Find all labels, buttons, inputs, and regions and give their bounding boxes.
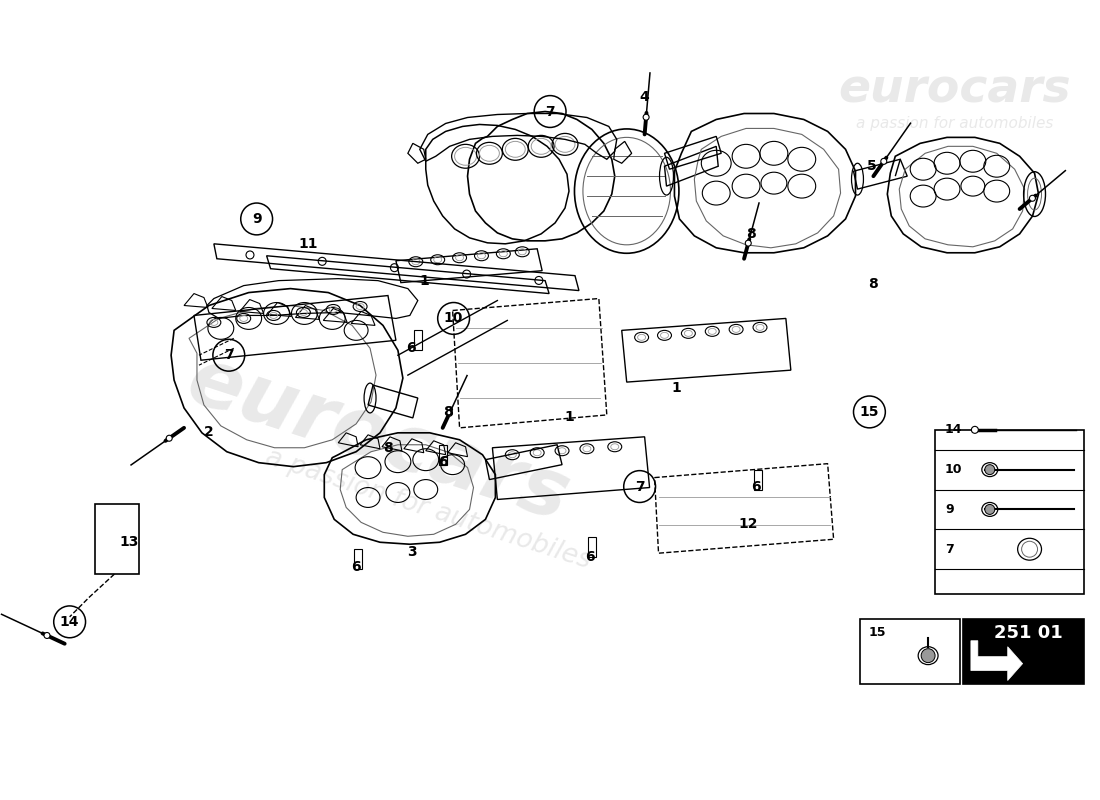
Polygon shape [971, 641, 1023, 681]
Text: 15: 15 [860, 405, 879, 419]
Text: a passion for automobiles: a passion for automobiles [856, 116, 1054, 131]
Text: 1: 1 [672, 381, 681, 395]
Text: a passion for automobiles: a passion for automobiles [262, 444, 594, 574]
Text: 1: 1 [564, 410, 574, 424]
Text: eurocars: eurocars [177, 342, 579, 538]
Text: 7: 7 [546, 105, 554, 118]
Circle shape [1030, 195, 1035, 202]
Text: 5: 5 [867, 159, 877, 174]
Text: 4: 4 [640, 90, 649, 103]
Circle shape [746, 240, 751, 246]
Circle shape [971, 426, 978, 434]
Text: 2: 2 [204, 425, 213, 439]
Text: 6: 6 [406, 342, 416, 355]
Text: 6: 6 [585, 550, 595, 564]
Text: 11: 11 [298, 237, 318, 251]
Text: 8: 8 [869, 277, 878, 290]
Text: 1: 1 [420, 274, 430, 288]
Circle shape [644, 114, 649, 120]
Text: 8: 8 [383, 441, 393, 454]
Circle shape [44, 633, 50, 638]
Circle shape [447, 410, 452, 416]
Text: 12: 12 [738, 518, 758, 531]
Circle shape [166, 435, 173, 442]
Text: 7: 7 [224, 348, 233, 362]
Text: 9: 9 [945, 503, 954, 516]
Circle shape [921, 649, 935, 662]
Text: 14: 14 [59, 615, 79, 629]
Text: 6: 6 [351, 560, 361, 574]
Text: 15: 15 [868, 626, 886, 639]
Text: 13: 13 [120, 535, 139, 550]
Text: 8: 8 [443, 405, 452, 419]
Text: 6: 6 [751, 479, 761, 494]
Text: 10: 10 [945, 463, 962, 476]
Circle shape [881, 158, 887, 164]
Circle shape [984, 505, 994, 514]
FancyBboxPatch shape [962, 619, 1085, 683]
Text: 251 01: 251 01 [994, 624, 1063, 642]
Text: 8: 8 [746, 227, 756, 241]
Circle shape [984, 465, 994, 474]
Text: 7: 7 [635, 479, 645, 494]
Text: 9: 9 [252, 212, 262, 226]
Text: 10: 10 [444, 311, 463, 326]
Text: 7: 7 [945, 542, 954, 556]
Text: 6: 6 [438, 454, 448, 469]
Text: 3: 3 [407, 545, 417, 559]
Text: 14: 14 [945, 423, 962, 436]
Text: eurocars: eurocars [838, 67, 1071, 112]
